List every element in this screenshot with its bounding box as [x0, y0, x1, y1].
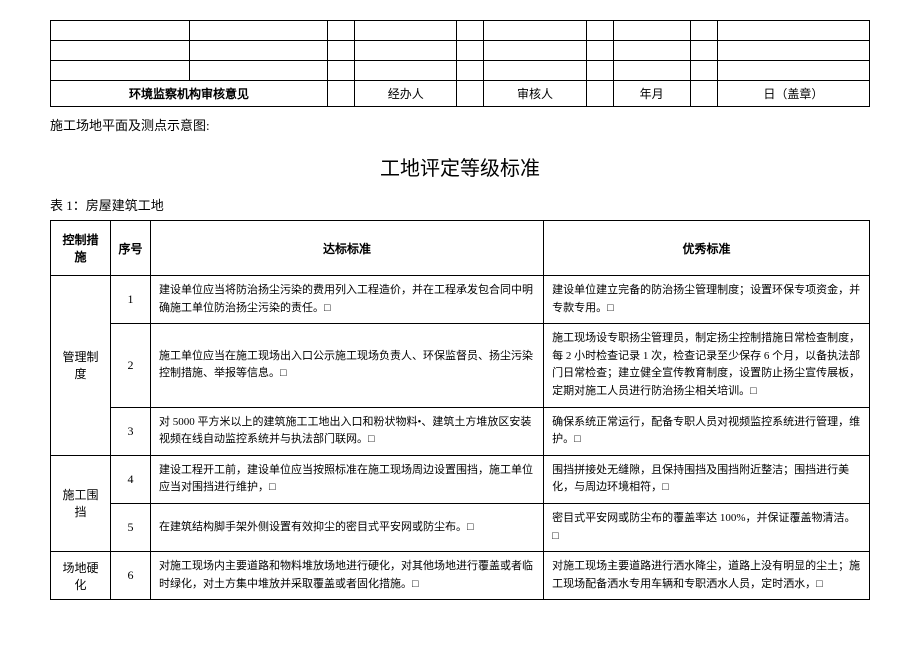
date-ym-label: 年月: [613, 81, 690, 107]
date-seal-label: 日（盖章）: [717, 81, 869, 107]
review-opinion-label: 环境监察机构审核意见: [51, 81, 328, 107]
review-header-table: 环境监察机构审核意见 经办人 审核人 年月 日（盖章）: [50, 20, 870, 107]
criteria-header-row: 控制措施 序号 达标标准 优秀标准: [51, 221, 870, 276]
excellent-cell: 密目式平安网或防尘布的覆盖率达 100%，并保证覆盖物清洁。□: [544, 503, 870, 551]
empty-row-2: [51, 41, 870, 61]
seq-cell: 2: [111, 324, 151, 407]
header-measure: 控制措施: [51, 221, 111, 276]
table-row: 5在建筑结构脚手架外侧设置有效抑尘的密目式平安网或防尘布。□密目式平安网或防尘布…: [51, 503, 870, 551]
table-row: 3对 5000 平方米以上的建筑施工工地出入口和粉状物料•、建筑土方堆放区安装视…: [51, 407, 870, 455]
table-row: 施工围挡4建设工程开工前，建设单位应当按照标准在施工现场周边设置围挡，施工单位应…: [51, 455, 870, 503]
handler-label: 经办人: [355, 81, 457, 107]
empty-row-1: [51, 21, 870, 41]
empty-row-3: [51, 61, 870, 81]
diagram-caption: 施工场地平面及测点示意图:: [50, 115, 870, 134]
measure-cell: 管理制度: [51, 276, 111, 456]
header-excellent: 优秀标准: [544, 221, 870, 276]
table-row: 场地硬化6对施工现场内主要道路和物料堆放场地进行硬化，对其他场地进行覆盖或者临时…: [51, 552, 870, 600]
standard-cell: 对施工现场内主要道路和物料堆放场地进行硬化，对其他场地进行覆盖或者临时绿化，对土…: [151, 552, 544, 600]
seq-cell: 5: [111, 503, 151, 551]
seq-cell: 4: [111, 455, 151, 503]
excellent-cell: 围挡拼接处无缝隙，且保持围挡及围挡附近整洁；围挡进行美化，与周边环境相符，□: [544, 455, 870, 503]
seq-cell: 3: [111, 407, 151, 455]
excellent-cell: 施工现场设专职扬尘管理员，制定扬尘控制措施日常检查制度，每 2 小时检查记录 1…: [544, 324, 870, 407]
excellent-cell: 对施工现场主要道路进行洒水降尘，道路上没有明显的尘土；施工现场配备洒水专用车辆和…: [544, 552, 870, 600]
table-1-caption: 表 1：房屋建筑工地: [50, 195, 870, 214]
reviewer-label: 审核人: [484, 81, 586, 107]
header-seq: 序号: [111, 221, 151, 276]
standard-cell: 建设工程开工前，建设单位应当按照标准在施工现场周边设置围挡，施工单位应当对围挡进…: [151, 455, 544, 503]
excellent-cell: 确保系统正常运行，配备专职人员对视频监控系统进行管理，维护。□: [544, 407, 870, 455]
seq-cell: 6: [111, 552, 151, 600]
excellent-cell: 建设单位建立完备的防治扬尘管理制度；设置环保专项资金，并专款专用。□: [544, 276, 870, 324]
seq-cell: 1: [111, 276, 151, 324]
table-row: 2施工单位应当在施工现场出入口公示施工现场负责人、环保监督员、扬尘污染控制措施、…: [51, 324, 870, 407]
standard-cell: 对 5000 平方米以上的建筑施工工地出入口和粉状物料•、建筑土方堆放区安装视频…: [151, 407, 544, 455]
header-standard: 达标标准: [151, 221, 544, 276]
measure-cell: 场地硬化: [51, 552, 111, 600]
criteria-table: 控制措施 序号 达标标准 优秀标准 管理制度1建设单位应当将防治扬尘污染的费用列…: [50, 220, 870, 600]
table-row: 管理制度1建设单位应当将防治扬尘污染的费用列入工程造价，并在工程承发包合同中明确…: [51, 276, 870, 324]
review-label-row: 环境监察机构审核意见 经办人 审核人 年月 日（盖章）: [51, 81, 870, 107]
standard-cell: 施工单位应当在施工现场出入口公示施工现场负责人、环保监督员、扬尘污染控制措施、举…: [151, 324, 544, 407]
standard-cell: 建设单位应当将防治扬尘污染的费用列入工程造价，并在工程承发包合同中明确施工单位防…: [151, 276, 544, 324]
measure-cell: 施工围挡: [51, 455, 111, 551]
standard-cell: 在建筑结构脚手架外侧设置有效抑尘的密目式平安网或防尘布。□: [151, 503, 544, 551]
main-title: 工地评定等级标准: [50, 152, 870, 181]
